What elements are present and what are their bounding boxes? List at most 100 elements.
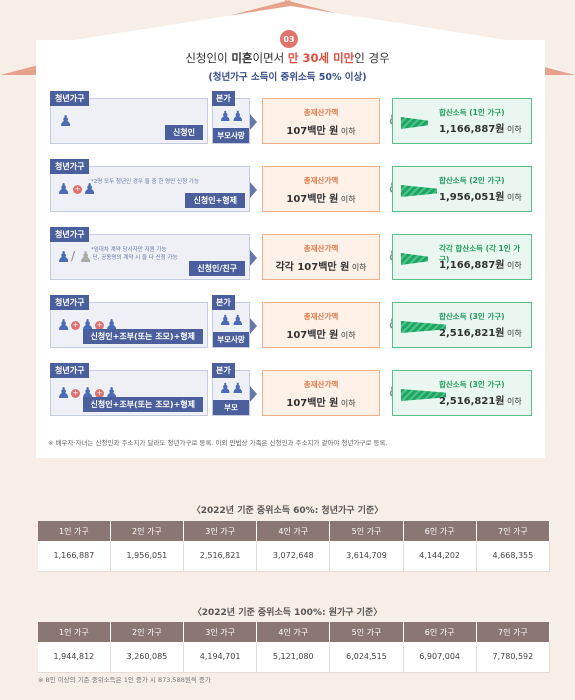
row-note: *임대차 계약 당사자만 지원 가능 단, 공동명의 계약 시 둘 다 신청 가… [91,247,178,261]
asset-box: 총재산가액 107백만 원 이하 [262,166,380,212]
income-value: 2,516,821원 이하 [439,396,522,407]
table-cell: 1,944,812 [38,642,111,673]
person-icon: ♟ [79,248,93,266]
income-box: 합산소득 (3인 가구) 2,516,821원 이하 [392,370,532,416]
income-label: 합산소득 (1인 가구) [439,108,505,117]
plus-icon: + [73,185,82,194]
asset-box: 총재산가액 107백만 원 이하 [262,370,380,416]
table-header: 5인 가구 [329,521,404,541]
arrow-icon [250,250,257,266]
asset-label: 총재산가액 [303,108,339,117]
footnote: ※ 배우자·자녀는 신청인과 주소지가 달라도 청년가구로 등록. 이외 민법상… [48,439,388,447]
table-cell: 1,956,051 [110,541,185,572]
plus-icon: + [71,321,80,330]
income-value: 1,166,887원 이하 [439,260,522,271]
arrow-icon [250,182,257,198]
youth-household-box: 청년가구 ♟ + ♟ *2명 모두 청년인 경우 둘 중 한 명만 신청 가능 신청인+형… [50,159,250,212]
table-header: 2인 가구 [110,521,185,541]
youth-household-tag: 청년가구 [50,91,90,106]
table-cell: 7,780,592 [476,642,551,673]
table-header: 4인 가구 [256,622,331,642]
household-row: 청년가구 ♟ + ♟ *2명 모두 청년인 경우 둘 중 한 명만 신청 가능 신청인+형… [50,159,532,218]
income-value: 2,516,821원 이하 [439,328,522,339]
person-icon: ♟ [57,316,71,334]
youth-household-box: 청년가구 ♟ + ♟ + ♟ 신청인+조부(또는 조모)+형제 [50,363,208,416]
asset-value: 107백만 원 이하 [286,398,356,409]
income-box: 각각 합산소득 (각 1인 가구) 1,166,887원 이하 [392,234,532,280]
asset-label: 총재산가액 [303,312,339,321]
person-icon: ♟ [57,384,71,402]
parents-icon: ♟♟ [219,109,245,125]
applicant-label: 신청인+형제 [185,193,245,208]
income-label: 각각 합산소득 (각 1인 가구) [439,244,521,264]
household-row: 청년가구 ♟ + ♟ + ♟ 신청인+조부(또는 조모)+형제 본가 ♟♟ 부모사망 총재산가액 10… [50,295,532,354]
table-header: 3인 가구 [183,521,258,541]
household-row: 청년가구 ♟ / ♟ *임대차 계약 당사자만 지원 가능 단, 공동명의 계약 시 둘… [50,227,532,286]
income-value: 1,166,887원 이하 [439,124,522,135]
page-title: 신청인이 미혼이면서 만 30세 미만인 경우 [185,51,390,65]
income-label: 합산소득 (3인 가구) [439,380,505,389]
bottom-note: ※ 8인 이상의 기준 중위소득은 1인 증가 시 873,588원씩 증가 [38,676,211,684]
table1: 1인 가구 2인 가구 3인 가구 4인 가구 5인 가구 6인 가구 7인 가구 1,16… [38,521,551,572]
applicant-label: 신청인+조부(또는 조모)+형제 [82,397,203,412]
table2: 1인 가구 2인 가구 3인 가구 4인 가구 5인 가구 6인 가구 7인 가구 1,94… [38,622,551,673]
plus-icon: + [95,389,104,398]
table1-title: 〈2022년 기준 중위소득 60%: 청년가구 기준〉 [191,506,384,516]
income-bar [401,185,437,197]
income-box: 합산소득 (1인 가구) 1,166,887원 이하 [392,98,532,144]
youth-household-tag: 청년가구 [50,227,90,242]
table-cell: 6,024,515 [329,642,404,673]
table-cell: 3,072,648 [256,541,331,572]
table-cell: 4,194,701 [183,642,258,673]
person-icon: ♟ [57,180,71,198]
income-value: 1,956,051원 이하 [439,192,522,203]
parents-household-tag: 본가 [212,91,235,106]
table-header: 4인 가구 [256,521,331,541]
parents-status: 부모사망 [213,128,249,143]
asset-label: 총재산가액 [303,176,339,185]
parents-household-box: 본가 ♟♟ 부모 [212,363,250,416]
parents-icon: ♟♟ [219,381,245,397]
arrow-icon [250,114,257,130]
table-header: 6인 가구 [403,521,477,541]
table-header: 1인 가구 [38,622,111,642]
table-header: 5인 가구 [329,622,404,642]
income-bar [401,253,428,265]
asset-value: 107백만 원 이하 [286,194,356,205]
income-bar [401,389,446,401]
row-note: *2명 모두 청년인 경우 둘 중 한 명만 신청 가능 [91,179,200,185]
section-number-badge: 03 [280,30,298,48]
table-cell: 4,668,355 [476,541,551,572]
household-row: 청년가구 ♟ + ♟ + ♟ 신청인+조부(또는 조모)+형제 본가 ♟♟ 부모 총재산가액 107백… [50,363,532,422]
youth-household-box: 청년가구 ♟ + ♟ + ♟ 신청인+조부(또는 조모)+형제 [50,295,208,348]
applicant-label: 신청인+조부(또는 조모)+형제 [82,329,203,344]
youth-household-box: 청년가구 ♟ 신청인 [50,91,208,144]
youth-household-tag: 청년가구 [50,159,90,174]
asset-box: 총재산가액 107백만 원 이하 [262,302,380,348]
table-cell: 1,166,887 [38,541,111,572]
table-cell: 4,144,202 [403,541,477,572]
table-cell: 3,260,085 [110,642,185,673]
person-icon: ♟ [57,248,71,266]
table-header: 1인 가구 [38,521,111,541]
parents-status: 부모사망 [213,332,249,347]
arrow-icon [250,386,257,402]
plus-icon: + [71,389,80,398]
table-cell: 3,614,709 [329,541,404,572]
table-header: 3인 가구 [183,622,258,642]
table-header: 7인 가구 [476,521,551,541]
youth-household-tag: 청년가구 [50,363,90,378]
parents-household-box: 본가 ♟♟ 부모사망 [212,295,250,348]
page-subtitle: (청년가구 소득이 중위소득 50% 이상) [208,72,367,83]
parents-status: 부모 [213,400,249,415]
youth-household-box: 청년가구 ♟ / ♟ *임대차 계약 당사자만 지원 가능 단, 공동명의 계약 시 둘… [50,227,250,280]
applicant-label: 신청인/친구 [189,261,245,276]
parents-household-box: 본가 ♟♟ 부모사망 [212,91,250,144]
table-header: 6인 가구 [403,622,477,642]
parents-household-tag: 본가 [212,295,235,310]
income-label: 합산소득 (3인 가구) [439,312,505,321]
asset-value: 각각 107백만 원 이하 [275,262,367,273]
applicant-label: 신청인 [164,125,203,140]
parents-icon: ♟♟ [219,313,245,329]
plus-icon: + [95,321,104,330]
